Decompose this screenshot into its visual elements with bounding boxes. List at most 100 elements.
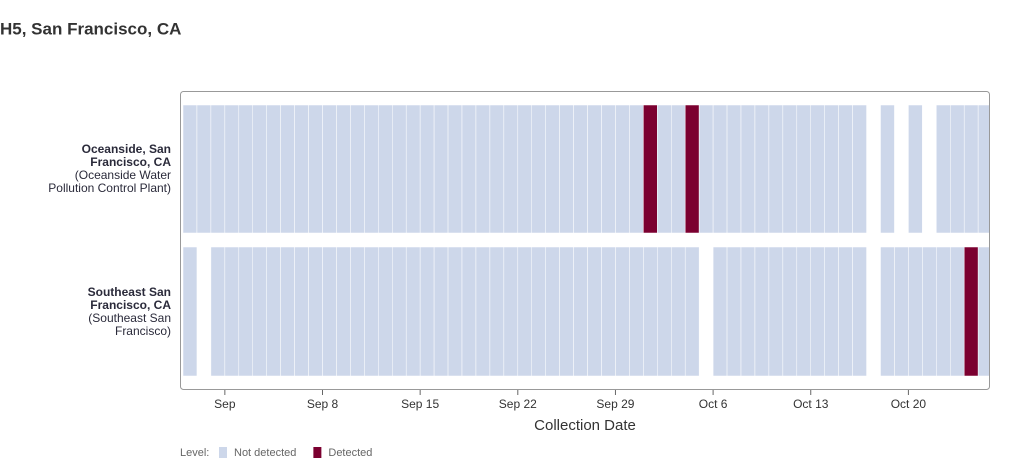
heat-cell [210,104,226,234]
heat-cell [364,104,379,234]
heat-cell [838,104,853,234]
heat-cell [294,246,309,377]
heat-cell [740,104,756,234]
heat-cell [350,246,365,377]
x-tick-label: Sep [214,397,236,411]
heat-cell [629,104,644,234]
heat-cell [963,246,979,377]
x-axis-label: Collection Date [534,417,636,434]
heat-cell [182,104,198,234]
x-tick-label: Oct 20 [891,397,927,411]
heat-cell [405,246,421,377]
heat-cell [447,246,463,377]
heat-cell [838,246,853,377]
heat-cell [936,246,951,377]
heat-cell [824,104,839,234]
heat-cell [712,246,728,377]
heat-cell [643,246,658,377]
heat-cell [392,246,407,377]
heat-cell [768,104,784,234]
heat-cell [963,104,979,234]
heat-cell [977,246,989,377]
heat-cell [545,246,560,377]
heat-cell [475,246,491,377]
heat-cell [754,246,770,377]
legend-label: Detected [328,447,372,459]
heat-cell [224,246,240,377]
heat-cell [726,246,742,377]
heat-cell [559,104,574,234]
heat-cell [308,104,323,234]
heat-cell [880,104,895,234]
heat-cell [601,246,616,377]
heat-cell [461,104,477,234]
row-name: Southeast San Francisco, CA [87,284,171,312]
heat-cell [587,104,602,234]
x-tick-label: Oct 13 [793,397,829,411]
heat-cell [489,246,505,377]
row-label-text: Southeast San Francisco, CA (Southeast Sa… [40,247,171,376]
heat-cell [280,104,295,234]
heat-cell [810,246,825,377]
heat-cell [419,246,435,377]
heat-cell [768,246,784,377]
heat-cell [531,104,546,234]
heat-cell [880,246,895,377]
heat-cell [447,104,463,234]
heat-cell [308,246,323,377]
heat-cell [852,104,867,234]
heat-cell [364,246,379,377]
heat-cell [378,246,393,377]
heat-cell [392,104,407,234]
heat-cell [782,246,798,377]
heat-cell [405,104,421,234]
heat-cell [294,104,309,234]
heat-cell [908,246,923,377]
heat-cell [671,246,686,377]
heat-cell [350,104,365,234]
heat-cell [182,246,198,377]
chart-title: H5, San Francisco, CA [0,19,181,38]
heat-cell [977,104,989,234]
heat-cell [698,104,714,234]
heat-cell [266,104,281,234]
heat-cell [322,104,337,234]
heat-cell [587,246,602,377]
row-label: Southeast San Francisco, CA(Southeast Sa… [40,247,171,376]
heat-cell [796,104,811,234]
heat-cell [684,104,700,234]
heat-cell [419,104,435,234]
heat-cell [908,104,923,234]
legend-swatch [313,447,322,458]
row-name: Oceanside, San Francisco, CA [81,142,171,169]
heat-cell [489,104,505,234]
heat-cell [503,104,519,234]
x-tick-label: Oct 6 [699,397,728,411]
heat-cell [378,104,393,234]
heat-cell [810,104,825,234]
heat-cell [433,104,449,234]
row-detail: (Oceanside Water Pollution Control Plant… [48,168,171,195]
heat-cell [475,104,491,234]
row-label: Oceanside, San Francisco, CA(Oceanside W… [40,105,171,233]
heat-cell [224,104,240,234]
heat-cell [322,246,337,377]
heat-cell [210,246,226,377]
heat-cell [657,246,672,377]
heat-cell [796,246,811,377]
heat-cell [461,246,477,377]
heat-cell [559,246,574,377]
x-tick-label: Sep 29 [596,397,634,411]
heat-cell [238,246,254,377]
heat-cell [615,104,630,234]
heat-cell [503,246,519,377]
heat-cell [615,246,630,377]
heat-cell [336,104,351,234]
heat-cell [517,104,532,234]
heat-cell [196,104,212,234]
row-label-text: Oceanside, San Francisco, CA (Oceanside W… [40,105,171,233]
heat-cell [252,246,267,377]
heat-cell [252,104,267,234]
heat-cell [922,246,937,377]
